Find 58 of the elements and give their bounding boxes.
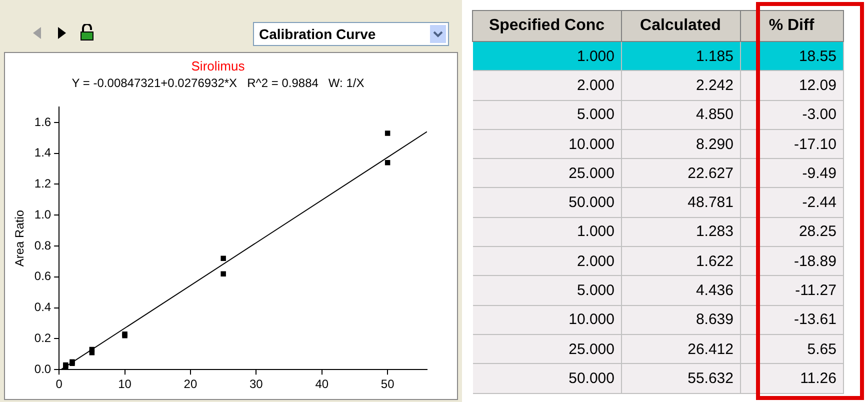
text: 4.850 — [696, 106, 734, 124]
text: 50.000 — [568, 370, 614, 387]
y-tick-label: 1.2 — [34, 176, 52, 191]
text: 4.436 — [696, 282, 734, 300]
text: 26.412 — [688, 340, 734, 358]
text: 50.000 — [568, 194, 614, 212]
text: 1.000 — [576, 223, 614, 240]
text: -18.89 — [794, 252, 836, 270]
y-axis-title: Area Ratio — [12, 210, 27, 267]
text: 5.000 — [576, 282, 614, 300]
text: 2.000 — [576, 252, 614, 270]
text: 10.000 — [568, 311, 614, 328]
text: 25.000 — [568, 340, 614, 358]
y-tick-label: 0.2 — [34, 331, 52, 346]
x-tick-label: 40 — [315, 377, 329, 392]
text: 1.185 — [696, 48, 734, 65]
text: 12.09 — [798, 76, 836, 94]
text: 22.627 — [688, 164, 734, 182]
y-tick-label: 0.4 — [34, 300, 52, 314]
text: 2.000 — [576, 76, 614, 94]
x-tick-label: 50 — [380, 377, 395, 392]
category-label: % Diff — [740, 10, 843, 42]
category-label: Specified Conc — [472, 10, 621, 42]
text: -9.49 — [802, 164, 836, 182]
text: 2.242 — [696, 76, 734, 94]
text: 28.25 — [798, 223, 836, 240]
text: 1.000 — [576, 48, 614, 65]
text: 1.622 — [696, 252, 734, 270]
text: -13.61 — [794, 311, 836, 328]
chart-subtitle: Y = -0.00847321+0.0276932*X R^2 = 0.9884 W: 1/X — [72, 76, 364, 90]
y-tick-label: 1.4 — [34, 146, 52, 160]
text: -17.10 — [794, 136, 836, 153]
text: 48.781 — [688, 194, 734, 212]
y-tick-label: 0.8 — [34, 238, 52, 252]
x-tick-label: 0 — [56, 377, 63, 392]
x-tick-label: 10 — [118, 377, 132, 392]
text: -3.00 — [802, 106, 836, 124]
x-tick-label: 30 — [250, 377, 264, 392]
category-label: Calculated — [621, 10, 740, 42]
text: 5.000 — [576, 106, 614, 124]
y-tick-label: 0.0 — [34, 362, 52, 376]
y-tick-label: 0.6 — [34, 269, 52, 284]
text: Calibration Curve — [259, 26, 376, 42]
text: 55.632 — [688, 370, 734, 387]
text: 11.26 — [800, 370, 836, 387]
text: 25.000 — [568, 164, 614, 182]
x-tick-label: 20 — [184, 377, 198, 392]
y-tick-label: 1.6 — [34, 114, 52, 129]
text: 8.290 — [696, 136, 734, 153]
text: 8.639 — [696, 311, 734, 328]
chart-title: Sirolimus — [191, 58, 246, 74]
text: -11.27 — [795, 282, 836, 300]
text: 18.55 — [798, 48, 836, 65]
text: 5.65 — [807, 340, 836, 358]
y-tick-label: 1.0 — [34, 207, 52, 222]
text: -2.44 — [802, 194, 836, 212]
text: 1.283 — [696, 223, 734, 240]
text: 10.000 — [568, 136, 614, 153]
